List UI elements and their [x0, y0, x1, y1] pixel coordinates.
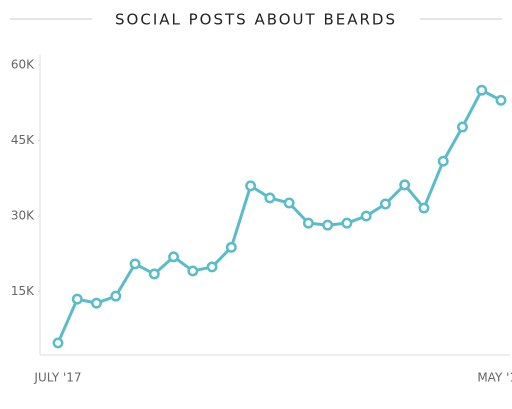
point: [360, 210, 372, 222]
point: [168, 251, 180, 263]
point: [91, 297, 102, 309]
x-tick-label: JULY '17: [33, 371, 81, 385]
series-line: [56, 88, 502, 344]
point: [148, 268, 160, 280]
y-tick-label: 30K: [11, 209, 35, 223]
point: [129, 258, 141, 270]
y-tick-label: 60K: [11, 58, 35, 72]
point: [341, 217, 353, 229]
point: [71, 293, 83, 305]
point: [187, 265, 199, 277]
y-tick-label: 15K: [11, 284, 35, 298]
point: [495, 94, 507, 106]
point: [264, 192, 276, 204]
point: [302, 217, 314, 229]
point: [225, 241, 237, 253]
x-tick-label: MAY '19: [477, 371, 512, 385]
point: [283, 197, 295, 209]
point: [457, 121, 468, 133]
point: [206, 261, 218, 273]
point: [379, 198, 391, 210]
point: [245, 180, 257, 192]
point: [322, 219, 334, 231]
point: [437, 155, 449, 167]
point: [399, 179, 411, 191]
point: [418, 202, 430, 214]
chart-title: SOCIAL POSTS ABOUT BEARDS: [115, 11, 397, 29]
point: [110, 290, 122, 302]
point: [476, 84, 488, 96]
y-tick-label: 45K: [11, 133, 35, 147]
point: [52, 337, 64, 349]
